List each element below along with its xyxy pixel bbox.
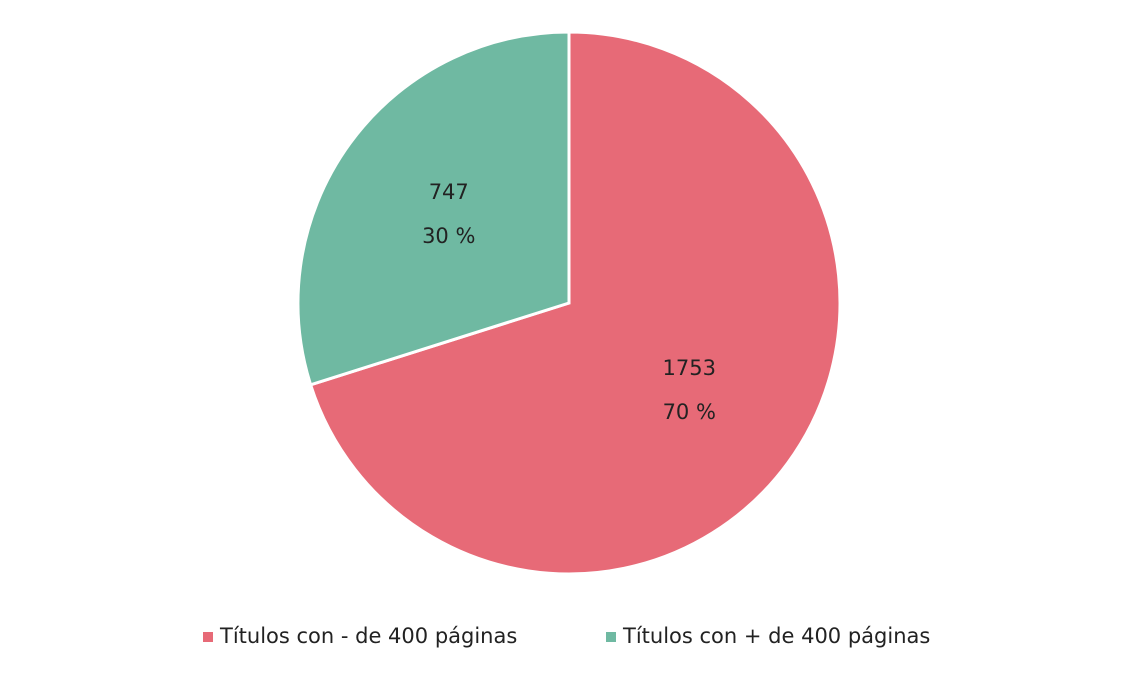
pie-slice bbox=[308, 30, 842, 576]
legend-label: Títulos con + de 400 páginas bbox=[622, 624, 930, 648]
legend-label: Títulos con - de 400 páginas bbox=[219, 624, 517, 648]
legend-swatch bbox=[606, 632, 616, 642]
percent-label: 30 % bbox=[422, 224, 475, 248]
legend-swatch bbox=[203, 632, 213, 642]
pie-slice bbox=[296, 30, 571, 387]
percent-label: 70 % bbox=[663, 400, 716, 424]
value-label: 747 bbox=[429, 180, 469, 204]
value-label: 1753 bbox=[663, 356, 716, 380]
